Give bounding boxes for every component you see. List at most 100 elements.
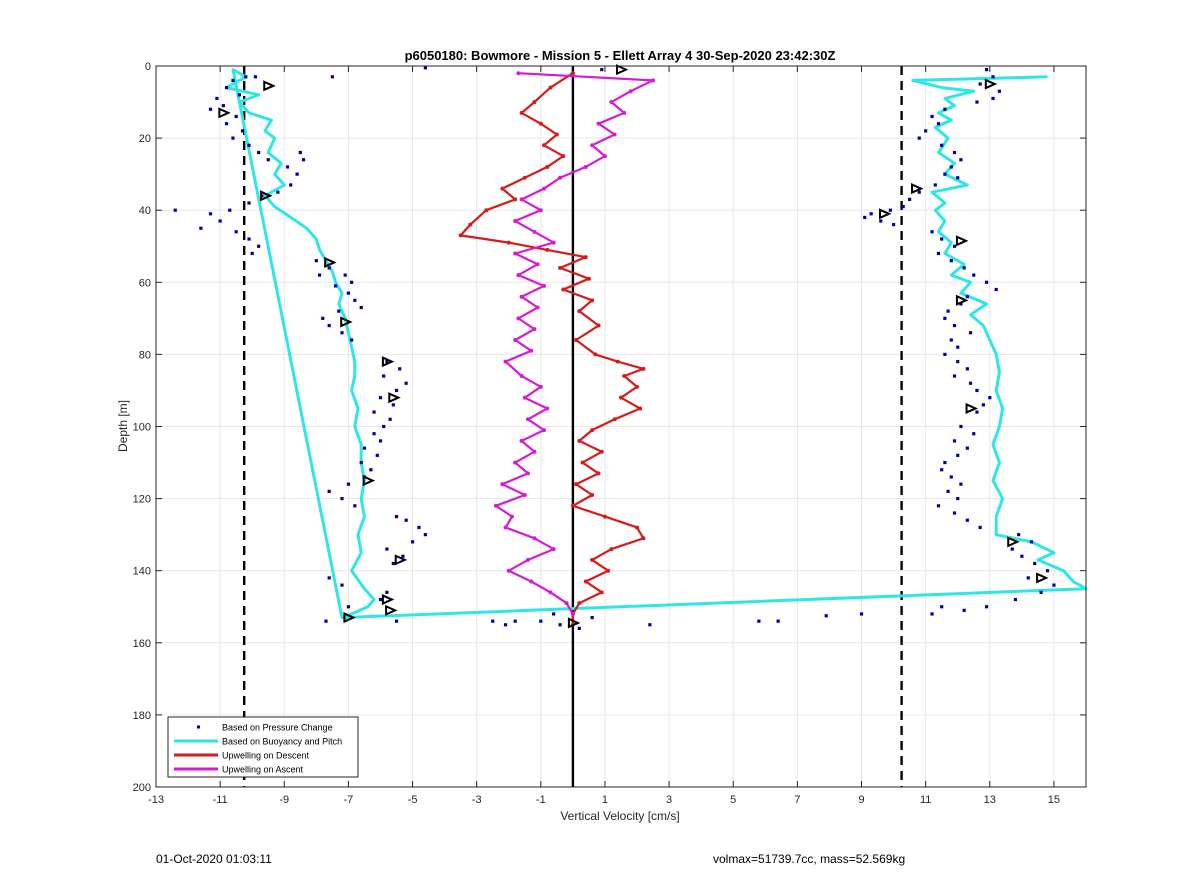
series-point-upwelling-on-ascent bbox=[551, 547, 556, 552]
data-point-based-on-pressure-change bbox=[997, 89, 1002, 93]
series-point-upwelling-on-descent bbox=[593, 352, 598, 357]
data-point-based-on-pressure-change bbox=[317, 273, 322, 277]
data-point-based-on-pressure-change bbox=[539, 619, 543, 623]
data-point-based-on-pressure-change bbox=[956, 497, 960, 501]
data-point-based-on-pressure-change bbox=[962, 266, 966, 270]
data-point-based-on-pressure-change bbox=[359, 305, 363, 310]
series-point-upwelling-on-ascent bbox=[519, 374, 524, 379]
y-tick-label: 180 bbox=[133, 710, 151, 722]
grid bbox=[155, 65, 1086, 788]
data-point-based-on-pressure-change bbox=[943, 352, 947, 356]
x-tick-label: -13 bbox=[148, 794, 164, 806]
data-point-based-on-pressure-change bbox=[869, 212, 873, 216]
series-point-upwelling-on-descent bbox=[561, 287, 566, 292]
axis-ticks: -13 -11 -9 -7 -5 -3 -1 1 3 5 7 9 11 13 150204060801001… bbox=[133, 61, 1086, 806]
data-point-based-on-pressure-change bbox=[1013, 597, 1018, 602]
series-line-based-on-buoyancy-and-pitch bbox=[225, 68, 1088, 620]
data-point-based-on-pressure-change bbox=[491, 619, 495, 623]
data-point-based-on-pressure-change bbox=[991, 75, 995, 79]
series-point-upwelling-on-ascent bbox=[542, 428, 547, 433]
data-point-based-on-pressure-change bbox=[324, 619, 328, 623]
triangle-marker bbox=[381, 356, 395, 368]
series-point-upwelling-on-descent bbox=[638, 406, 643, 411]
triangle-marker bbox=[878, 208, 892, 220]
data-point-based-on-pressure-change bbox=[378, 597, 383, 602]
data-point-based-on-pressure-change bbox=[936, 504, 941, 508]
data-point-based-on-pressure-change bbox=[917, 190, 921, 194]
triangle-marker bbox=[381, 594, 395, 606]
x-tick-label: -11 bbox=[213, 794, 228, 806]
series-point-upwelling-on-ascent bbox=[532, 536, 537, 541]
data-point-based-on-pressure-change bbox=[972, 273, 976, 277]
data-point-based-on-pressure-change bbox=[988, 396, 992, 400]
data-point-based-on-pressure-change bbox=[552, 612, 556, 616]
data-point-based-on-pressure-change bbox=[391, 561, 395, 566]
data-point-based-on-pressure-change bbox=[952, 374, 957, 378]
y-tick-label: 140 bbox=[133, 566, 151, 578]
data-point-based-on-pressure-change bbox=[952, 150, 957, 155]
data-point-based-on-pressure-change bbox=[247, 201, 251, 205]
series-point-upwelling-on-descent bbox=[522, 175, 527, 180]
series-point-upwelling-on-ascent bbox=[532, 229, 537, 234]
series-point-upwelling-on-ascent bbox=[513, 337, 518, 342]
data-point-based-on-pressure-change bbox=[924, 129, 928, 133]
data-point-based-on-pressure-change bbox=[350, 338, 354, 342]
triangle-marker bbox=[1036, 572, 1049, 584]
data-point-based-on-pressure-change bbox=[1033, 561, 1037, 566]
series-point-upwelling-on-descent bbox=[599, 590, 604, 595]
data-point-based-on-pressure-change bbox=[917, 136, 921, 140]
data-point-based-on-pressure-change bbox=[173, 208, 177, 212]
series-point-upwelling-on-descent bbox=[590, 557, 595, 562]
series-point-upwelling-on-ascent bbox=[570, 611, 575, 616]
series-point-upwelling-on-ascent bbox=[526, 417, 530, 422]
series-point-upwelling-on-descent bbox=[545, 164, 550, 169]
series-point-upwelling-on-descent bbox=[635, 384, 640, 389]
data-point-based-on-pressure-change bbox=[943, 172, 947, 176]
chart: -13 -11 -9 -7 -5 -3 -1 1 3 5 7 9 11 13 150204060801001… bbox=[116, 48, 1088, 823]
data-point-based-on-pressure-change bbox=[276, 190, 280, 194]
series-point-upwelling-on-descent bbox=[558, 265, 563, 270]
data-point-based-on-pressure-change bbox=[968, 331, 973, 335]
data-point-based-on-pressure-change bbox=[301, 158, 306, 162]
triangle-marker bbox=[965, 402, 979, 415]
data-point-based-on-pressure-change bbox=[965, 295, 969, 299]
timestamp-text: 01-Oct-2020 01:03:11 bbox=[156, 852, 272, 866]
legend-entry-label: Upwelling on Ascent bbox=[222, 765, 304, 775]
series-point-upwelling-on-descent bbox=[590, 492, 595, 497]
series-point-upwelling-on-descent bbox=[574, 482, 579, 487]
series-point-upwelling-on-ascent bbox=[509, 514, 514, 519]
series-point-upwelling-on-descent bbox=[635, 525, 640, 530]
data-point-based-on-pressure-change bbox=[285, 165, 290, 169]
x-tick-label: -1 bbox=[536, 794, 546, 806]
data-point-based-on-pressure-change bbox=[776, 619, 780, 623]
data-point-based-on-pressure-change bbox=[250, 251, 254, 256]
series-point-upwelling-on-ascent bbox=[532, 327, 537, 332]
data-point-based-on-pressure-change bbox=[343, 273, 347, 277]
series-point-upwelling-on-descent bbox=[619, 395, 623, 400]
data-point-based-on-pressure-change bbox=[337, 309, 341, 313]
data-point-based-on-pressure-change bbox=[968, 381, 973, 385]
data-point-based-on-pressure-change bbox=[257, 244, 261, 248]
data-point-based-on-pressure-change bbox=[1026, 576, 1030, 580]
series-point-upwelling-on-descent bbox=[561, 154, 566, 159]
data-point-based-on-pressure-change bbox=[956, 453, 960, 457]
data-point-based-on-pressure-change bbox=[247, 143, 251, 147]
series-point-upwelling-on-ascent bbox=[519, 197, 524, 202]
data-point-based-on-pressure-change bbox=[240, 129, 245, 133]
data-point-based-on-pressure-change bbox=[375, 453, 379, 457]
x-tick-label: 9 bbox=[858, 794, 864, 806]
series-point-upwelling-on-ascent bbox=[532, 449, 537, 454]
series-point-upwelling-on-descent bbox=[596, 471, 601, 476]
data-point-based-on-pressure-change bbox=[298, 150, 302, 155]
data-point-based-on-pressure-change bbox=[991, 96, 995, 101]
series-point-upwelling-on-descent bbox=[570, 503, 575, 508]
y-tick-label: 60 bbox=[139, 277, 151, 289]
data-point-based-on-pressure-change bbox=[981, 403, 985, 407]
data-point-based-on-pressure-change bbox=[943, 460, 947, 465]
series-point-upwelling-on-descent bbox=[641, 536, 646, 541]
x-tick-label: 13 bbox=[984, 794, 996, 806]
legend-entry-label: Based on Buoyancy and Pitch bbox=[222, 737, 342, 747]
data-point-based-on-pressure-change bbox=[901, 204, 905, 209]
series-point-upwelling-on-descent bbox=[532, 100, 537, 105]
data-point-based-on-pressure-change bbox=[394, 515, 399, 519]
